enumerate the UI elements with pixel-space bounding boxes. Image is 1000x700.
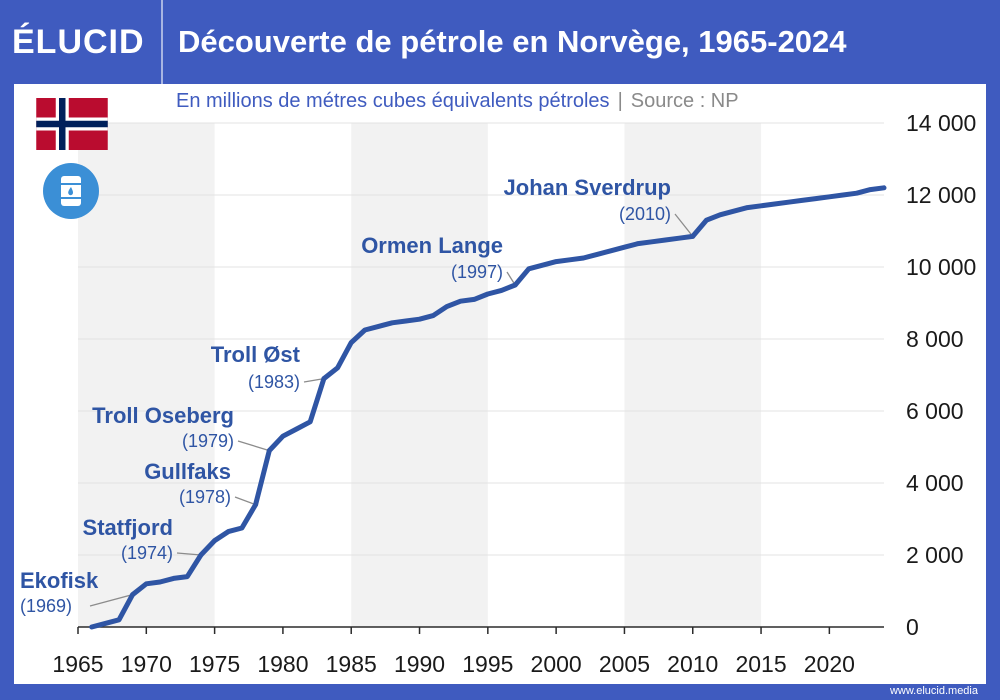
annotation-year: (1983) [248, 372, 300, 392]
annotation-year: (1997) [451, 262, 503, 282]
y-tick-label: 12 000 [906, 182, 976, 208]
annotation-name: Gullfaks [144, 459, 231, 484]
annotation-year: (1974) [121, 543, 173, 563]
x-tick-label: 1975 [189, 651, 240, 677]
y-tick-label: 6 000 [906, 398, 964, 424]
x-tick-label: 2020 [804, 651, 855, 677]
x-tick-label: 1965 [52, 651, 103, 677]
decade-band-1 [351, 123, 488, 627]
x-tick-label: 2015 [735, 651, 786, 677]
series-line [89, 185, 887, 630]
annotation-leader [234, 496, 256, 506]
y-tick-label: 4 000 [906, 470, 964, 496]
header-divider [161, 0, 163, 84]
y-tick-labels: 0 2 000 4 000 6 000 8 000 10 000 12 000 14 000 [906, 110, 976, 640]
annotation-name: Ekofisk [20, 568, 99, 593]
x-tick-label: 1990 [394, 651, 445, 677]
subtitle: En millions de métres cubes équivalents … [176, 88, 739, 114]
y-tick-label: 14 000 [906, 110, 976, 136]
decade-band-2 [624, 123, 762, 627]
annotation-year: (1979) [182, 431, 234, 451]
annotation-leader [89, 593, 133, 607]
annotation-leader [674, 213, 694, 237]
elucid-logo: ÉLUCID [12, 23, 145, 61]
x-tick-label: 1995 [462, 651, 513, 677]
annotation-name: Troll Oseberg [92, 403, 234, 428]
x-axis [77, 626, 884, 634]
x-tick-label: 2010 [667, 651, 718, 677]
annotation-name: Troll Øst [211, 342, 301, 367]
year-bands [78, 123, 762, 627]
y-tick-label: 10 000 [906, 254, 976, 280]
x-tick-label: 2005 [599, 651, 650, 677]
y-tick-label: 2 000 [906, 542, 964, 568]
y-tick-label: 0 [906, 614, 919, 640]
x-tick-label: 2000 [531, 651, 582, 677]
annotation-name: Johan Sverdrup [504, 175, 671, 200]
annotation-leader [176, 552, 202, 556]
chart-title: Découverte de pétrole en Norvège, 1965-2… [178, 24, 847, 59]
annotation-year: (2010) [619, 204, 671, 224]
header: ÉLUCID Découverte de pétrole en Norvège,… [0, 0, 1000, 84]
decade-band-0 [78, 123, 215, 627]
source-text: Source : NP [630, 90, 739, 112]
annotation-year: (1969) [20, 596, 72, 616]
unit-text: En millions de métres cubes équivalents … [176, 90, 610, 112]
x-tick-label: 1985 [326, 651, 377, 677]
annotation-name: Ormen Lange [361, 233, 503, 258]
x-tick-label: 1980 [257, 651, 308, 677]
gridlines [78, 122, 884, 556]
norway-flag-icon [33, 98, 111, 150]
oil-barrel-icon [42, 162, 100, 220]
annotation-leader [303, 377, 325, 383]
y-tick-label: 8 000 [906, 326, 964, 352]
x-tick-labels: 1965 1970 1975 1980 1985 1990 1995 2000 2005 2010… [52, 651, 855, 677]
annotation-year: (1978) [179, 487, 231, 507]
annotation-name: Statfjord [83, 515, 173, 540]
annotations: Ekofisk (1969) Statfjord (1974) Gullfaks (197… [20, 175, 671, 616]
annotation-leader [237, 440, 270, 452]
footer-url: www.elucid.media [889, 685, 978, 697]
subtitle-separator: | [617, 90, 623, 112]
x-tick-label: 1970 [121, 651, 172, 677]
